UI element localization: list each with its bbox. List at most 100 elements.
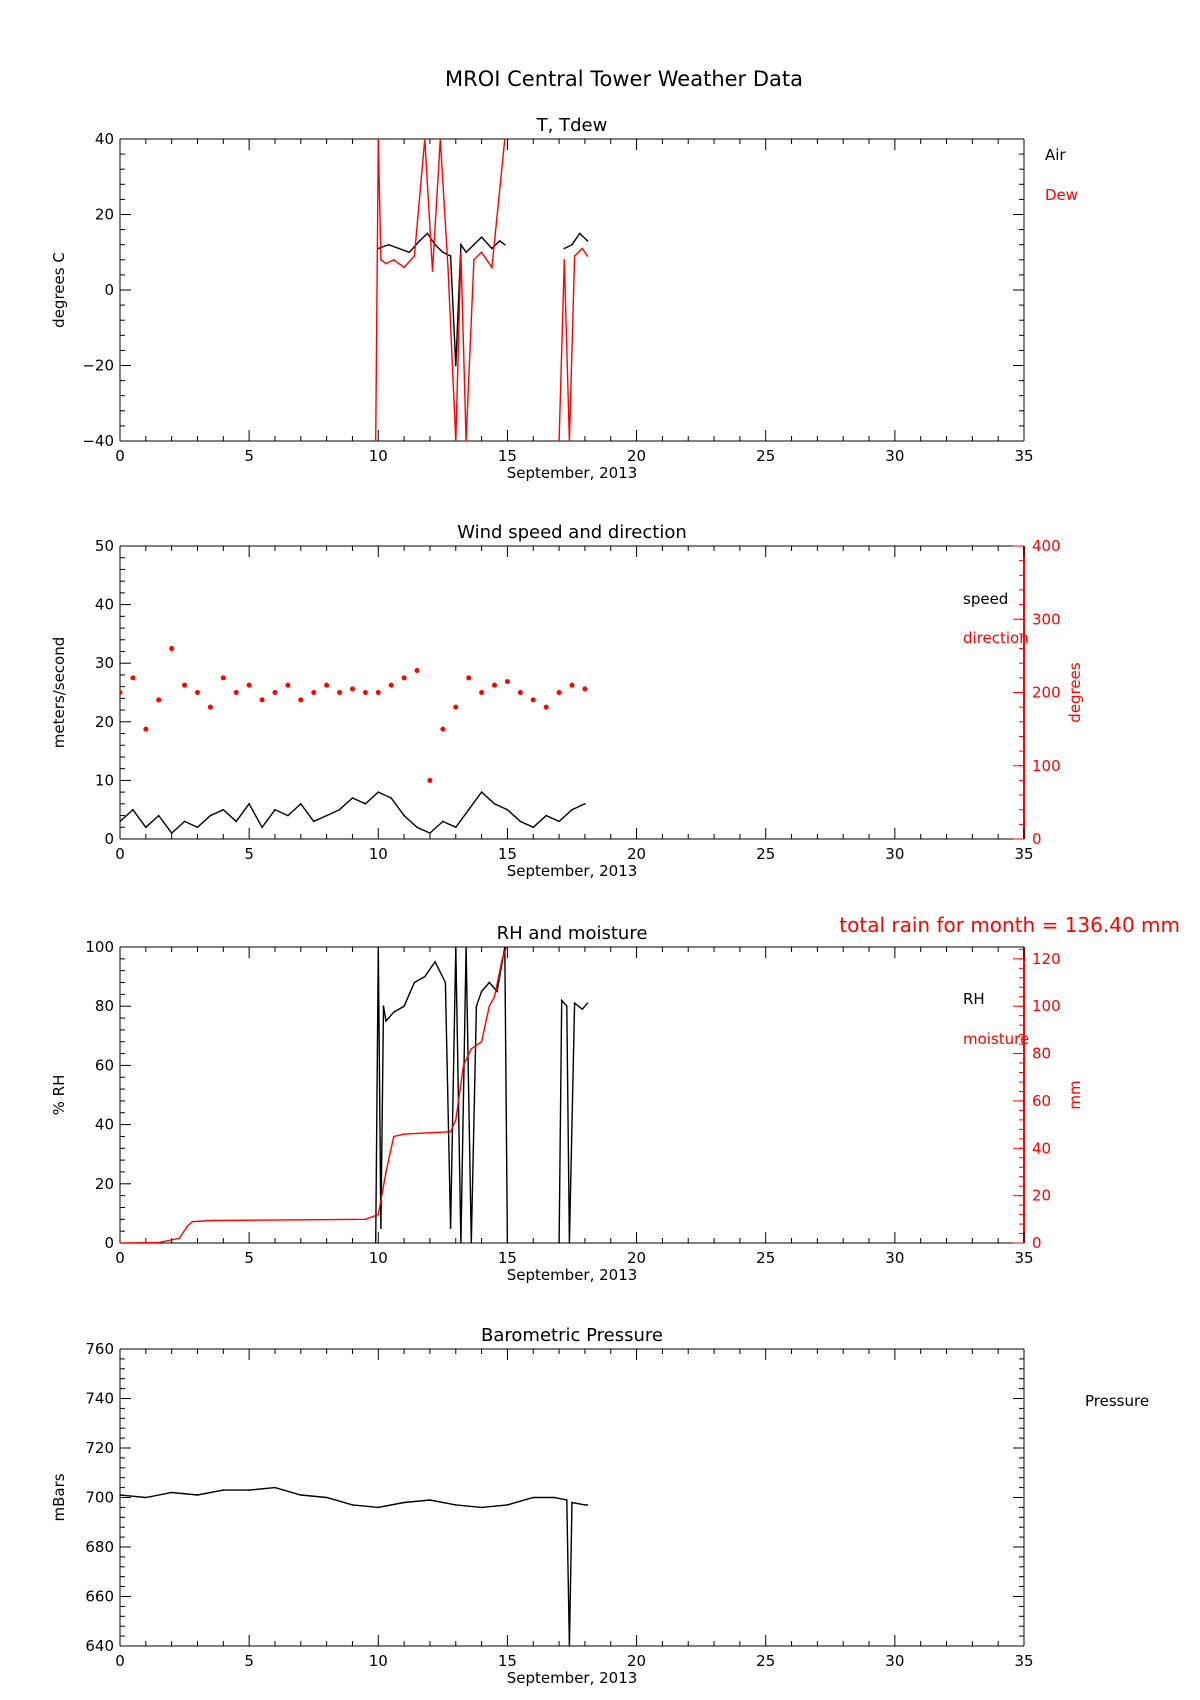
air-point: [387, 243, 390, 246]
dew-point: [504, 139, 506, 140]
moisture-point: [186, 1225, 188, 1228]
y-tick-label: 80: [95, 997, 114, 1015]
y-tick-label: 760: [85, 1340, 114, 1358]
rh-point: [506, 1242, 509, 1243]
speed-point: [351, 797, 354, 799]
rh-point: [454, 947, 457, 948]
x-tick-label: 0: [115, 447, 125, 465]
dew-point: [423, 139, 426, 140]
direction-point: [120, 690, 123, 695]
speed-point: [364, 803, 367, 805]
dew-point: [380, 259, 382, 261]
direction-point: [453, 704, 459, 710]
direction-point: [272, 690, 278, 695]
air-point: [460, 243, 462, 246]
moisture-point: [364, 1218, 367, 1221]
y-right-tick-label: 300: [1032, 610, 1061, 628]
direction-point: [130, 675, 136, 681]
speed-point: [183, 820, 186, 823]
y-tick-label: 700: [85, 1489, 114, 1507]
rh-point: [392, 1011, 395, 1013]
y-right-tick-label: 20: [1032, 1187, 1051, 1205]
y-axis-label: degrees C: [50, 252, 68, 328]
rh-point: [566, 1005, 568, 1007]
dew-point: [374, 440, 377, 441]
x-tick-label: 20: [627, 447, 646, 465]
pressure-point: [566, 1499, 568, 1501]
legend-entry: RH: [963, 990, 985, 1008]
speed-point: [377, 791, 380, 793]
x-tick-label: 35: [1014, 447, 1033, 465]
x-tick-label: 0: [115, 1249, 125, 1267]
moisture-point: [462, 1064, 465, 1067]
rh-point: [573, 1002, 576, 1005]
rh-point: [480, 990, 483, 993]
dew-point: [403, 266, 405, 269]
x-tick-label: 30: [885, 1652, 904, 1670]
moisture-point: [480, 1040, 483, 1043]
y-right-tick-label: 200: [1032, 684, 1061, 702]
rh-point: [568, 1242, 571, 1243]
y-right-tick-label: 100: [1032, 997, 1061, 1015]
direction-point: [362, 690, 368, 695]
rh-point: [581, 1008, 584, 1010]
pressure-point: [454, 1504, 457, 1506]
y-tick-label: 0: [104, 1234, 114, 1252]
air-point: [480, 236, 483, 238]
y-tick-label: 10: [95, 771, 114, 789]
rh-point: [377, 947, 380, 948]
speed-point: [248, 803, 250, 805]
air-point: [578, 232, 581, 235]
direction-point: [156, 697, 162, 703]
dew-point: [491, 266, 493, 269]
direction-point: [427, 777, 433, 783]
y-tick-label: 720: [85, 1439, 114, 1457]
pressure-point: [120, 1494, 121, 1496]
direction-point: [233, 690, 239, 695]
moisture-point: [449, 1130, 452, 1133]
y-tick-label: 660: [85, 1588, 114, 1606]
air-line: [378, 232, 506, 366]
x-tick-label: 30: [885, 447, 904, 465]
rh-point: [423, 975, 426, 978]
y-tick-label: 0: [104, 281, 114, 299]
direction-point: [440, 726, 446, 732]
dew-point: [413, 255, 416, 257]
pressure-point: [145, 1496, 147, 1499]
air-point: [504, 243, 506, 246]
panel-title: Wind speed and direction: [457, 522, 687, 543]
direction-point: [349, 686, 355, 692]
dew-point: [568, 440, 571, 441]
y-tick-label: 640: [85, 1637, 114, 1655]
y-right-tick-label: 400: [1032, 537, 1061, 555]
direction-point: [207, 704, 213, 710]
y-tick-label: −40: [82, 432, 114, 450]
moisture-point: [403, 1133, 405, 1135]
direction-point: [414, 668, 420, 674]
y-right-tick-label: 0: [1032, 1234, 1042, 1252]
direction-point: [311, 690, 317, 695]
pressure-point: [248, 1489, 250, 1491]
speed-point: [132, 808, 134, 811]
legend-entry: Air: [1045, 146, 1066, 164]
air-point: [473, 243, 475, 246]
direction-point: [530, 697, 536, 703]
air-line: [563, 232, 588, 250]
direction-point: [466, 675, 472, 681]
pressure-point: [170, 1491, 173, 1494]
x-axis-label: September, 2013: [507, 464, 638, 482]
rh-point: [444, 981, 447, 984]
speed-point: [532, 826, 535, 829]
x-tick-label: 5: [244, 447, 254, 465]
x-tick-label: 20: [627, 1249, 646, 1267]
pressure-point: [480, 1506, 483, 1509]
direction-point: [582, 686, 588, 692]
x-axis-label: September, 2013: [507, 1669, 638, 1687]
x-tick-label: 25: [756, 1249, 775, 1267]
x-tick-label: 20: [627, 845, 646, 863]
panel-title: Barometric Pressure: [481, 1325, 663, 1346]
dew-point: [480, 251, 483, 254]
pressure-point: [568, 1645, 571, 1646]
speed-point: [519, 820, 522, 823]
